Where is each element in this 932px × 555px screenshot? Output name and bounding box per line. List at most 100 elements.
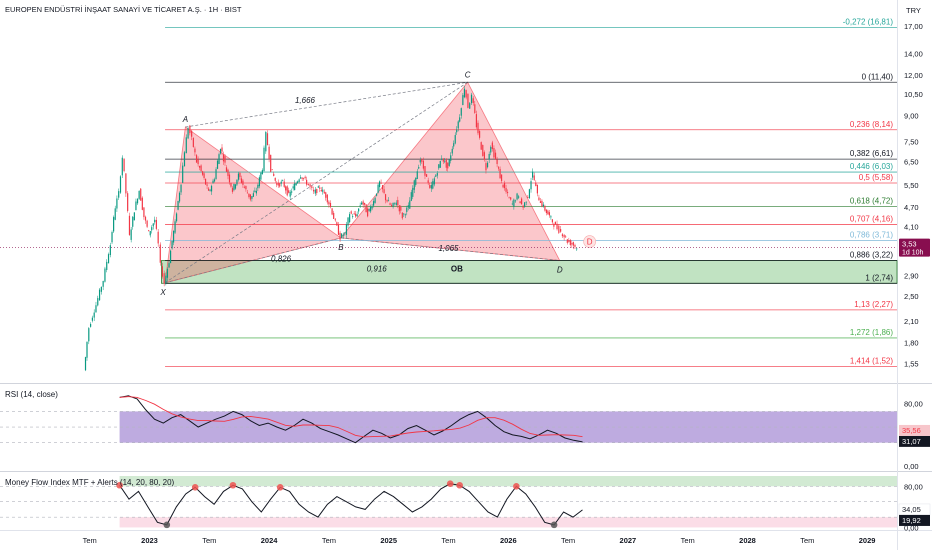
rsi-pane: 80,00 0,00 31,07 35,56 [0,395,930,471]
candle-body [521,198,523,205]
price-axis-tick: 2,50 [904,292,919,301]
candle-body [569,240,571,245]
candle-body [374,197,376,203]
candle-body [519,201,521,204]
candle-body [93,312,95,318]
candle-body [195,155,198,163]
bar-countdown: 1d 10h [902,250,924,257]
candle-body [169,250,172,264]
candle-body [474,104,476,113]
candle-body [435,175,437,177]
candle-body [536,184,539,194]
candle-body [404,214,406,216]
harmonic-ratio-label: 0,916 [367,264,388,273]
candle-body [240,178,243,183]
mfi-overbought-alert [191,484,199,491]
candle-body [387,200,390,202]
candle-body [107,254,110,264]
candle-body [390,205,393,207]
fib-level-label: 0,446 (6,03) [850,162,893,171]
candle-body [155,219,157,229]
candle-body [430,185,432,189]
candle-body [132,216,134,227]
candle-body [111,232,113,243]
order-block-zone [161,260,898,284]
projection-d-marker [583,235,596,248]
candle-body [380,182,382,184]
candle-body [118,191,120,198]
mfi-oversold-alert [550,521,558,529]
candle-body [395,202,397,206]
candle-body [429,185,431,188]
candle-body [574,244,576,247]
time-axis-tick: 2029 [859,536,876,545]
candle-body [412,187,414,197]
harmonic-ratio-label: 0,826 [271,254,292,263]
candle-body [538,197,540,201]
candle-body [433,178,435,185]
harmonic-dashed-connector [340,237,560,261]
candle-body [201,171,204,175]
candle-body [95,305,97,313]
candle-body [539,201,542,203]
candle-body [143,207,145,218]
candle-body [91,317,93,321]
candle-body [100,286,102,292]
mfi-overbought-alert [229,481,237,489]
candle-body [121,157,123,176]
candle-body [146,220,148,227]
rsi-ma-line [119,396,583,438]
candle-body [152,223,154,227]
candle-body [178,192,181,202]
candle-body [166,268,169,278]
candle-body [532,171,534,178]
candle-body [133,212,135,221]
candle-body [568,240,570,242]
candle-body [314,189,316,194]
candle-body [182,165,184,183]
time-axis-tick: 2023 [141,536,158,545]
mfi-overbought-alert [116,481,123,489]
candle-body [216,160,219,169]
candle-body [497,167,500,169]
candle-body [328,201,330,205]
candle-body [503,182,506,189]
harmonic-ratio-label: 1,065 [438,244,459,253]
candle-body [522,205,524,208]
candle-body [551,219,554,223]
candle-body [148,230,150,232]
candle-body [505,188,507,192]
candle-body [462,95,464,106]
candle-body [198,166,201,168]
rsi-title[interactable]: RSI (14, close) [5,390,58,399]
candle-body [125,173,127,194]
mfi-title[interactable]: Money Flow Index MTF + Alerts (14, 20, 8… [5,478,175,487]
candle-body [544,205,546,211]
candle-body [261,170,263,174]
candle-body [246,192,249,194]
candle-body [397,200,399,206]
candle-body [392,202,394,207]
candle-body [576,248,578,250]
last-price-tag [899,238,930,257]
candle-body [533,175,535,181]
candle-body [326,194,328,203]
candle-body [209,189,211,191]
mfi-value-2: 19,92 [902,516,921,525]
candle-body [358,208,360,212]
fib-level-label: 1,272 (1,86) [850,328,893,337]
candle-body [480,142,482,150]
candle-body [514,200,517,202]
candle-body [406,207,408,212]
currency-label[interactable]: TRY [906,6,921,15]
price-axis-tick: 9,00 [904,112,919,121]
candle-body [172,231,175,243]
candle-body [282,180,284,182]
candle-body [472,98,474,103]
candle-body [245,186,247,190]
candle-body [553,224,555,227]
main-price-pane: -0,272 (16,81) 0 (11,40) 0,236 (8,14) 0,382… [0,18,930,372]
candle-body [550,216,552,218]
price-axis-tick: 6,50 [904,157,919,166]
